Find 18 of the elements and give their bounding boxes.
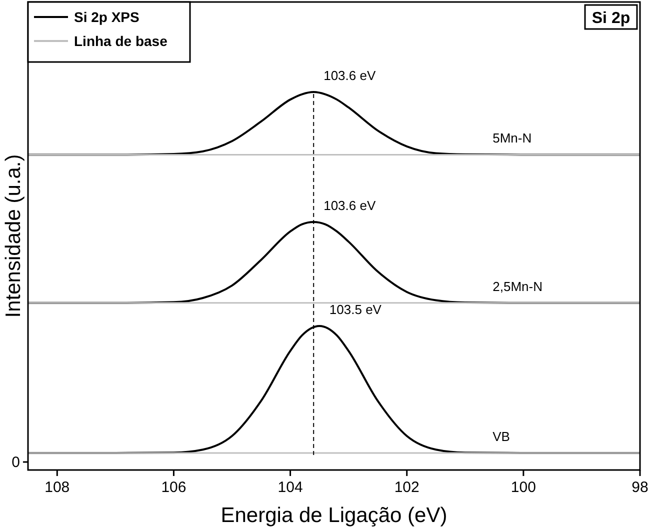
text: Si 2p [592,10,630,27]
annotation: 2,5Mn-N [492,278,542,294]
x-tick-label: 108 [44,479,70,496]
text: 0 [12,454,20,471]
x-axis-title: Energia de Ligação (eV) [220,504,448,527]
x-tick-label: 98 [632,479,648,496]
x-tick-label: 106 [161,479,186,496]
annotation: 103.6 eV [324,198,376,214]
legend-label: Si 2p XPS [74,9,140,25]
annotation: 103.5 eV [329,302,382,317]
y-axis-title: Intensidade (u.a.) [2,154,25,318]
annotation: 5Mn-N [492,130,532,146]
legend-label: Linha de base [74,33,168,49]
x-tick-label: 104 [278,479,303,496]
annotation: 103.6 eV [324,68,376,83]
x-tick-label: 100 [510,479,536,496]
annotation: VB [492,428,510,444]
x-tick-label: 102 [394,479,420,496]
